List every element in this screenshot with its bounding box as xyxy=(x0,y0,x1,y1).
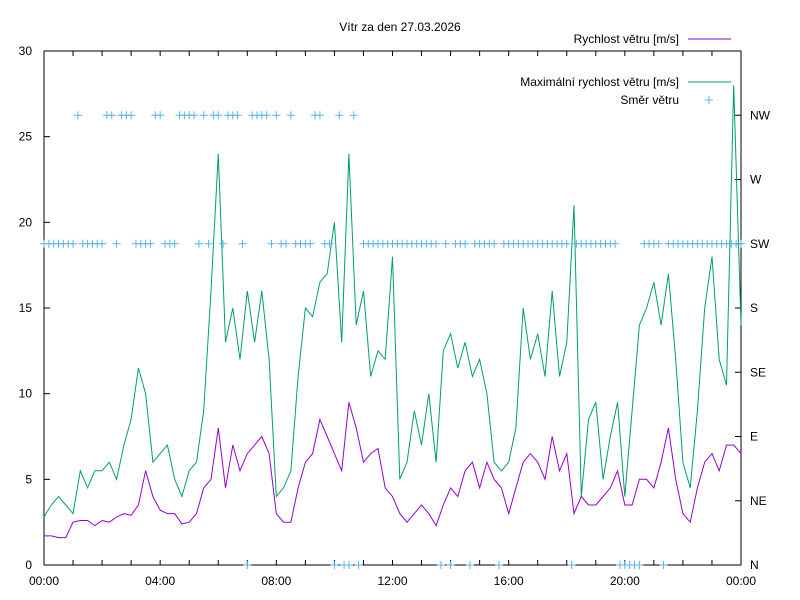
y2-tick-label: SW xyxy=(750,237,770,251)
axes: 00:00 04:00 08:00 12:00 16:00 20:00 00:00 0 5 10 1… xyxy=(19,44,771,588)
y-tick-label: 25 xyxy=(19,130,33,144)
chart-title: Vítr za den 27.03.2026 xyxy=(339,20,461,34)
direction-point xyxy=(659,561,668,569)
direction-point xyxy=(286,111,295,120)
direction-point xyxy=(112,239,121,248)
direction-point xyxy=(461,239,470,248)
direction-point xyxy=(233,111,242,120)
y-tick-label: 15 xyxy=(19,301,33,315)
direction-point xyxy=(611,239,620,248)
y-tick-label: 0 xyxy=(25,558,32,572)
y2-tick-label: NE xyxy=(750,494,767,508)
series-line-max-speed xyxy=(43,85,742,518)
direction-point xyxy=(635,561,644,569)
x-tick-label: 16:00 xyxy=(494,574,524,588)
x-tick-label: 08:00 xyxy=(261,574,291,588)
direction-point xyxy=(282,239,291,248)
direction-point xyxy=(737,239,745,248)
direction-point xyxy=(325,239,334,248)
series-line-speed xyxy=(44,402,742,539)
direction-point xyxy=(465,561,474,569)
direction-point xyxy=(98,239,107,248)
y2-tick-label: E xyxy=(750,430,758,444)
direction-point xyxy=(69,239,78,248)
x-tick-label: 00:00 xyxy=(29,574,59,588)
direction-point xyxy=(344,561,353,569)
direction-point xyxy=(436,561,445,569)
y-tick-label: 5 xyxy=(25,472,32,486)
x-tick-label: 04:00 xyxy=(145,574,175,588)
direction-point xyxy=(654,239,663,248)
direction-point xyxy=(306,239,315,248)
direction-point xyxy=(494,561,503,569)
x-tick-label: 00:00 xyxy=(726,574,756,588)
y2-tick-label: NW xyxy=(750,108,771,122)
direction-point xyxy=(204,239,213,248)
y2-tick-label: W xyxy=(750,173,762,187)
direction-point xyxy=(432,239,441,248)
direction-point xyxy=(262,111,271,120)
direction-point xyxy=(170,239,179,248)
direction-point xyxy=(156,111,165,120)
direction-point xyxy=(146,239,155,248)
direction-point xyxy=(441,239,450,248)
direction-point xyxy=(243,561,252,569)
direction-point xyxy=(238,239,247,248)
direction-point xyxy=(315,111,324,120)
direction-point xyxy=(73,111,82,120)
y-tick-label: 10 xyxy=(19,387,33,401)
direction-point xyxy=(562,239,571,248)
legend-swatch-direction xyxy=(705,96,713,104)
y-tick-label: 30 xyxy=(19,44,33,58)
direction-point xyxy=(446,561,455,569)
direction-point xyxy=(335,111,344,120)
legend-label-gust: Maximální rychlost větru [m/s] xyxy=(520,75,679,89)
direction-point xyxy=(349,111,358,120)
legend-label-speed: Rychlost větru [m/s] xyxy=(574,32,679,46)
direction-point xyxy=(214,111,223,120)
x-tick-label: 12:00 xyxy=(377,574,407,588)
direction-point xyxy=(490,239,499,248)
direction-point xyxy=(199,111,208,120)
legend-label-direction: Směr větru xyxy=(620,93,679,107)
direction-point xyxy=(272,111,281,120)
direction-point xyxy=(567,561,576,569)
direction-point xyxy=(219,239,228,248)
direction-point xyxy=(330,561,339,569)
y-tick-label: 20 xyxy=(19,215,33,229)
y2-tick-label: N xyxy=(750,558,759,572)
y2-tick-label: SE xyxy=(750,365,766,379)
direction-point xyxy=(190,111,199,120)
direction-point xyxy=(107,111,116,120)
x-tick-label: 20:00 xyxy=(610,574,640,588)
direction-point xyxy=(194,239,203,248)
direction-point xyxy=(354,561,363,569)
legend: Rychlost větru [m/s] Maximální rychlost … xyxy=(520,32,731,107)
direction-point xyxy=(267,239,276,248)
plot-area xyxy=(40,85,745,569)
y2-tick-label: S xyxy=(750,301,758,315)
direction-point xyxy=(127,111,136,120)
